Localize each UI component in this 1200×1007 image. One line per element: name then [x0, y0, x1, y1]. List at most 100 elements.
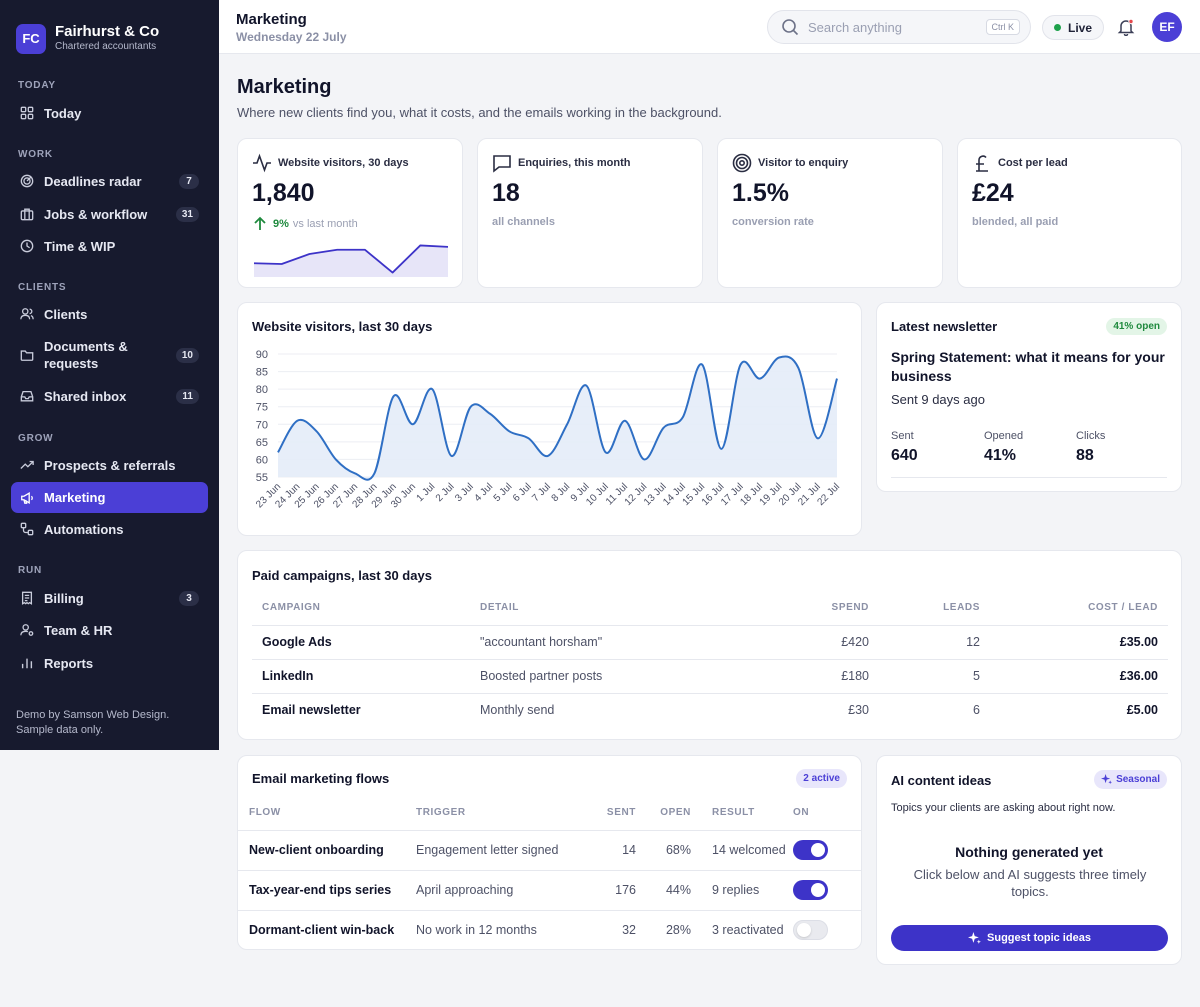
nav-count-badge: 31 [175, 206, 199, 222]
data-point[interactable] [696, 359, 708, 371]
table-row[interactable]: Tax-year-end tips series April approachi… [238, 869, 861, 910]
sparkline [254, 244, 448, 277]
cell-cost-per-lead: £36.00 [980, 658, 1168, 693]
stat-value: 88 [1076, 447, 1094, 464]
data-point[interactable] [388, 390, 400, 402]
newsletter-headline[interactable]: Spring Statement: what it means for your… [891, 349, 1165, 384]
cell-open: 28% [636, 909, 691, 950]
header-date: Wednesday 22 July [236, 30, 347, 44]
sidebar-item-automations[interactable]: Automations [11, 515, 208, 543]
cell-cost-per-lead: £35.00 [980, 624, 1168, 659]
stat-label: Sent [891, 430, 914, 442]
kpi-value: 18 [492, 179, 520, 207]
sidebar-item-team-hr[interactable]: Team & HR [11, 616, 208, 644]
sidebar-footer-line: Sample data only. [16, 724, 104, 736]
data-point[interactable] [407, 418, 419, 430]
data-point[interactable] [792, 362, 804, 374]
inbox-icon [20, 390, 34, 402]
sidebar-item-jobs-workflow[interactable]: Jobs & workflow 31 [11, 200, 208, 228]
data-point[interactable] [349, 467, 361, 479]
data-point[interactable] [291, 415, 303, 427]
x-tick-label: 4 Jul [472, 481, 495, 504]
data-point[interactable] [580, 380, 592, 392]
table-row[interactable]: New-client onboarding Engagement letter … [238, 829, 861, 870]
sidebar-item-prospects-referrals[interactable]: Prospects & referrals [11, 451, 208, 479]
data-point[interactable] [619, 415, 631, 427]
data-point[interactable] [600, 446, 612, 458]
flows-table: FLOW TRIGGER SENT OPEN RESULT ON New-cli… [238, 796, 861, 950]
data-point[interactable] [773, 352, 785, 364]
data-point[interactable] [715, 443, 727, 455]
table-row[interactable]: LinkedIn Boosted partner posts £180 5 £3… [252, 658, 1168, 693]
arrow-up-icon [254, 216, 266, 230]
x-tick-label: 3 Jul [453, 481, 476, 504]
briefcase-icon [20, 208, 34, 221]
data-point[interactable] [272, 446, 284, 458]
data-point[interactable] [677, 411, 689, 423]
sidebar-item-time-wip[interactable]: Time & WIP [11, 232, 208, 260]
sidebar: FC Fairhurst & Co Chartered accountants … [0, 0, 219, 750]
data-point[interactable] [426, 383, 438, 395]
brand[interactable]: FC Fairhurst & Co Chartered accountants [0, 0, 219, 60]
data-point[interactable] [311, 425, 323, 437]
cell-campaign: LinkedIn [252, 658, 480, 693]
data-point[interactable] [561, 418, 573, 430]
search-icon [782, 19, 799, 36]
sidebar-item-reports[interactable]: Reports [11, 649, 208, 677]
data-point[interactable] [812, 432, 824, 444]
sidebar-item-marketing[interactable]: Marketing [11, 482, 208, 513]
sidebar-item-billing[interactable]: Billing 3 [11, 584, 208, 612]
data-point[interactable] [523, 432, 535, 444]
data-point[interactable] [445, 450, 457, 462]
data-point[interactable] [542, 450, 554, 462]
x-tick-label: 6 Jul [511, 481, 534, 504]
page-subtitle: Where new clients find you, what it cost… [237, 105, 722, 120]
data-point[interactable] [735, 359, 747, 371]
data-point[interactable] [484, 408, 496, 420]
data-point[interactable] [754, 373, 766, 385]
stat-value: 640 [891, 447, 918, 464]
user-cog-icon [20, 624, 34, 636]
sidebar-item-deadlines-radar[interactable]: Deadlines radar 7 [11, 167, 208, 195]
sidebar-item-today[interactable]: Today [11, 99, 208, 127]
x-tick-label: 1 Jul [415, 481, 438, 504]
cell-sent: 32 [586, 909, 636, 950]
sidebar-item-label: Clients [44, 306, 88, 322]
cell-result: 3 reactivated [691, 909, 793, 950]
campaigns-table: CAMPAIGN DETAIL SPEND LEADS COST / LEAD … [252, 591, 1168, 727]
header-title: Marketing [236, 11, 307, 28]
sidebar-item-clients[interactable]: Clients [11, 300, 208, 328]
search-input[interactable]: Search anything Ctrl K [767, 10, 1031, 44]
sidebar-item-label: Team & HR [44, 622, 113, 638]
data-point[interactable] [503, 425, 515, 437]
data-point[interactable] [831, 373, 843, 385]
kpi-header: Website visitors, 30 days [252, 153, 409, 173]
newsletter-card: Latest newsletter 41% open Spring Statem… [876, 302, 1182, 492]
kpi-header: Cost per lead [972, 153, 1068, 173]
data-point[interactable] [330, 453, 342, 465]
data-point[interactable] [638, 453, 650, 465]
sidebar-item-label: Deadlines radar [44, 173, 142, 189]
x-tick-label: 7 Jul [530, 481, 553, 504]
sidebar-item-shared-inbox[interactable]: Shared inbox 11 [11, 382, 208, 410]
live-status-badge[interactable]: Live [1042, 15, 1105, 40]
sidebar-item-documents-requests[interactable]: Documents & requests 10 [11, 338, 208, 372]
table-row[interactable]: Google Ads "accountant horsham" £420 12 … [252, 624, 1168, 659]
data-point[interactable] [368, 467, 380, 479]
y-tick-label: 85 [256, 367, 268, 379]
flow-toggle[interactable] [793, 880, 828, 900]
y-tick-label: 65 [256, 437, 268, 449]
user-avatar[interactable]: EF [1152, 12, 1182, 42]
bell-icon[interactable] [1117, 18, 1135, 36]
flow-toggle[interactable] [793, 920, 828, 941]
cell-toggle [793, 829, 861, 870]
cell-detail: Monthly send [480, 692, 730, 727]
table-row[interactable]: Dormant-client win-back No work in 12 mo… [238, 909, 861, 950]
visitors-chart-card: Website visitors, last 30 days 55 60 65 70 7… [237, 302, 862, 536]
table-row[interactable]: Email newsletter Monthly send £30 6 £5.0… [252, 692, 1168, 727]
suggest-topic-ideas-button[interactable]: Suggest topic ideas [891, 925, 1168, 951]
sidebar-item-label: Prospects & referrals [44, 457, 176, 473]
data-point[interactable] [658, 422, 670, 434]
flow-toggle[interactable] [793, 840, 828, 860]
data-point[interactable] [465, 401, 477, 413]
